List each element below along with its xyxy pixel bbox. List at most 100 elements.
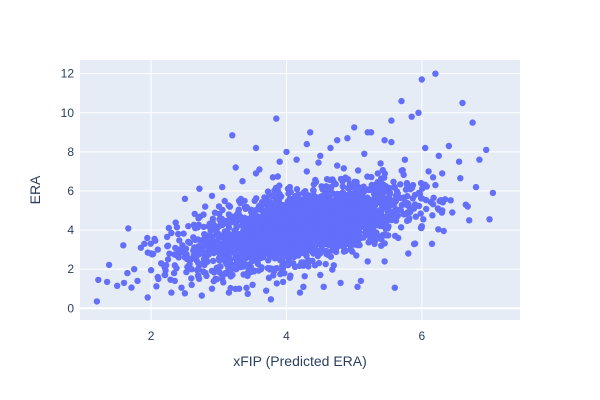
data-point [361,150,368,157]
data-point [330,178,337,185]
data-point [370,182,377,190]
data-point [397,181,404,188]
data-point [301,273,308,280]
data-point [228,243,235,251]
data-point [249,207,256,214]
data-point [486,216,493,223]
data-point [221,197,228,205]
data-point [382,182,389,190]
data-point [225,289,233,296]
data-point [266,205,273,212]
data-point [120,279,128,287]
data-point [371,197,378,204]
data-point [305,263,312,270]
data-point [273,115,280,122]
data-point [310,199,317,206]
data-point [283,217,290,224]
data-point [200,223,207,231]
data-point [334,234,341,242]
data-point [279,278,287,286]
data-point [235,285,243,292]
data-point [287,188,294,196]
data-point [164,242,172,249]
data-point [483,146,490,154]
data-point [205,251,213,258]
data-point [353,200,360,207]
data-point [332,245,339,252]
data-point [201,231,208,238]
data-point [223,261,230,268]
data-point [242,242,249,249]
data-point [274,186,281,194]
data-point [270,212,278,220]
data-point [176,237,183,244]
data-point [310,250,317,257]
data-point [327,191,334,198]
data-point [277,213,284,221]
data-point [215,246,222,253]
data-point [296,289,304,296]
data-point [320,228,327,236]
data-point [252,247,259,255]
data-point [386,203,393,210]
data-point [348,237,356,244]
data-point [346,211,354,219]
data-point [334,190,341,198]
data-point [174,252,181,259]
data-point [445,142,453,150]
data-point [340,165,347,172]
data-point [397,207,404,214]
data-point [195,273,202,281]
data-point [376,220,383,227]
data-point [340,248,348,255]
data-point [378,236,385,243]
data-point [354,167,362,174]
data-point [194,259,202,267]
data-point [134,277,141,285]
data-point [273,206,280,213]
data-point [462,201,469,208]
data-point [114,282,121,289]
data-point [222,236,229,243]
data-point [321,197,328,204]
data-point [273,248,280,255]
data-point [303,168,310,175]
data-point [418,76,425,83]
data-point [472,183,480,191]
data-point [339,183,346,190]
data-point [435,226,442,233]
data-point [317,152,324,159]
data-point [440,227,447,235]
data-point [163,233,171,241]
data-point [208,285,216,292]
data-point [310,187,317,194]
data-point [239,263,246,270]
data-point [274,200,281,208]
data-point [296,240,304,247]
data-point [425,168,432,175]
data-point [344,176,352,183]
data-point [293,201,300,208]
data-point [269,174,277,181]
data-point [306,232,313,240]
data-point [276,158,283,165]
data-point [282,205,290,212]
data-point [185,223,192,230]
data-point [417,210,424,217]
data-point [300,189,307,197]
data-point [291,249,298,256]
data-point [274,173,281,180]
data-point [381,137,388,144]
y-tick-label: 6 [67,184,74,198]
data-point [320,283,327,290]
data-point [360,183,367,190]
data-point [144,234,151,242]
data-point [95,276,102,284]
y-tick-label: 10 [61,106,75,120]
data-point [212,226,219,234]
data-point [412,213,419,220]
data-point [208,192,216,200]
data-point [199,247,206,254]
